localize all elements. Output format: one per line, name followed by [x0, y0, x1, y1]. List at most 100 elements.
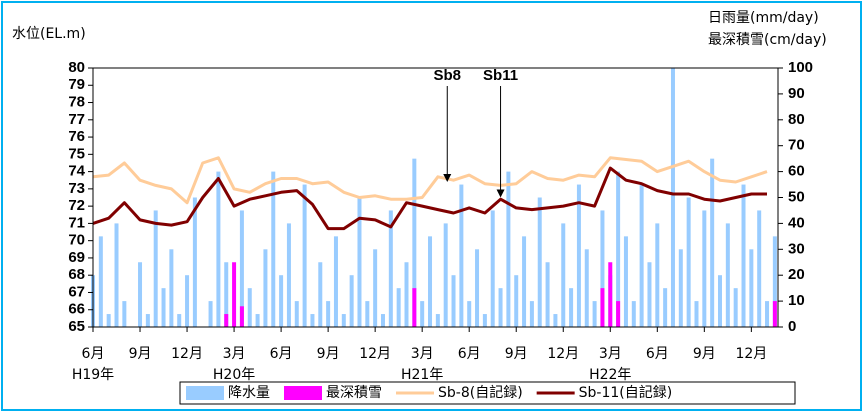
- bar: [341, 314, 346, 327]
- y2-tick-label: 100: [788, 59, 813, 76]
- bar: [318, 262, 323, 327]
- bar: [420, 301, 425, 327]
- bar: [333, 236, 338, 327]
- bar: [365, 301, 370, 327]
- y2-tick-label: 50: [788, 188, 805, 205]
- bar: [255, 314, 260, 327]
- x-tick-label: 12月: [735, 346, 767, 362]
- bar: [616, 171, 621, 327]
- bar: [576, 184, 581, 327]
- bar: [357, 197, 362, 327]
- x-tick-label: 3月: [411, 346, 434, 362]
- bar: [263, 249, 268, 327]
- x-tick-label: 9月: [317, 346, 340, 362]
- bar: [553, 314, 558, 327]
- y-tick-label: 66: [68, 301, 85, 318]
- y2-tick-label: 0: [788, 318, 796, 335]
- y-tick-label: 67: [68, 283, 85, 300]
- bar: [185, 275, 190, 327]
- annotation: Sb11: [483, 67, 518, 84]
- bar: [631, 301, 636, 327]
- bar: [600, 288, 605, 327]
- bar: [608, 262, 613, 327]
- bar: [412, 158, 417, 327]
- bar: [694, 301, 699, 327]
- bar: [686, 197, 691, 327]
- y-axis-title: 水位(EL.m): [12, 26, 86, 42]
- bar: [718, 275, 723, 327]
- bar: [286, 223, 291, 327]
- bar: [522, 236, 527, 327]
- bar: [145, 314, 150, 327]
- bar: [326, 301, 331, 327]
- bar: [271, 171, 276, 327]
- y-tick-label: 78: [68, 94, 85, 111]
- year-label: H22年: [589, 367, 631, 383]
- bar: [396, 288, 401, 327]
- y-tick-label: 69: [68, 249, 85, 266]
- bar: [741, 184, 746, 327]
- y-tick-label: 65: [68, 318, 85, 335]
- y2-tick-label: 60: [788, 163, 805, 180]
- bar: [600, 210, 605, 327]
- y2-tick-label: 10: [788, 292, 805, 309]
- bar: [725, 223, 730, 327]
- bar: [239, 210, 244, 327]
- bar: [208, 301, 213, 327]
- bar: [224, 262, 229, 327]
- legend-label: Sb-11(自記録): [579, 384, 673, 401]
- bar: [279, 275, 284, 327]
- line: [92, 166, 767, 231]
- y2-axis-title: 最深積雪(cm/day): [708, 32, 827, 48]
- x-tick-label: 6月: [270, 346, 293, 362]
- x-tick-label: 6月: [458, 346, 481, 362]
- bar: [475, 249, 480, 327]
- y2-axis-title: 日雨量(mm/day): [708, 10, 819, 26]
- x-tick-label: 12月: [359, 346, 391, 362]
- bar: [412, 288, 417, 327]
- legend-swatch: [186, 386, 224, 400]
- bar: [710, 158, 715, 327]
- bar: [435, 314, 440, 327]
- x-tick-label: 9月: [693, 346, 716, 362]
- bar: [177, 314, 182, 327]
- bar: [765, 301, 770, 327]
- bar: [529, 301, 534, 327]
- bar: [310, 314, 315, 327]
- year-label: H21年: [401, 367, 443, 383]
- bar: [663, 288, 668, 327]
- bar: [388, 210, 393, 327]
- bar: [655, 223, 660, 327]
- x-tick-label: 12月: [547, 346, 579, 362]
- y2-tick-label: 30: [788, 240, 805, 257]
- y2-tick-label: 70: [788, 137, 805, 154]
- bar: [616, 301, 621, 327]
- bar: [138, 262, 143, 327]
- y2-tick-label: 40: [788, 214, 805, 231]
- y-tick-label: 75: [68, 145, 85, 162]
- y-tick-label: 70: [68, 232, 85, 249]
- year-label: H19年: [72, 367, 114, 383]
- bar: [106, 314, 111, 327]
- bar: [349, 275, 354, 327]
- bar: [153, 210, 158, 327]
- legend-box: [179, 381, 796, 405]
- bar: [294, 301, 299, 327]
- bar: [537, 197, 542, 327]
- bar: [169, 249, 174, 327]
- bar: [749, 249, 754, 327]
- line: [92, 156, 768, 205]
- bar: [498, 288, 503, 327]
- bar: [733, 288, 738, 327]
- bar: [623, 236, 628, 327]
- legend-swatch: [284, 386, 322, 400]
- bar: [302, 184, 307, 327]
- bar: [569, 288, 574, 327]
- bar: [757, 210, 762, 327]
- bar: [772, 236, 777, 327]
- y-tick-label: 68: [68, 266, 85, 283]
- bar: [670, 68, 675, 327]
- bar: [678, 249, 683, 327]
